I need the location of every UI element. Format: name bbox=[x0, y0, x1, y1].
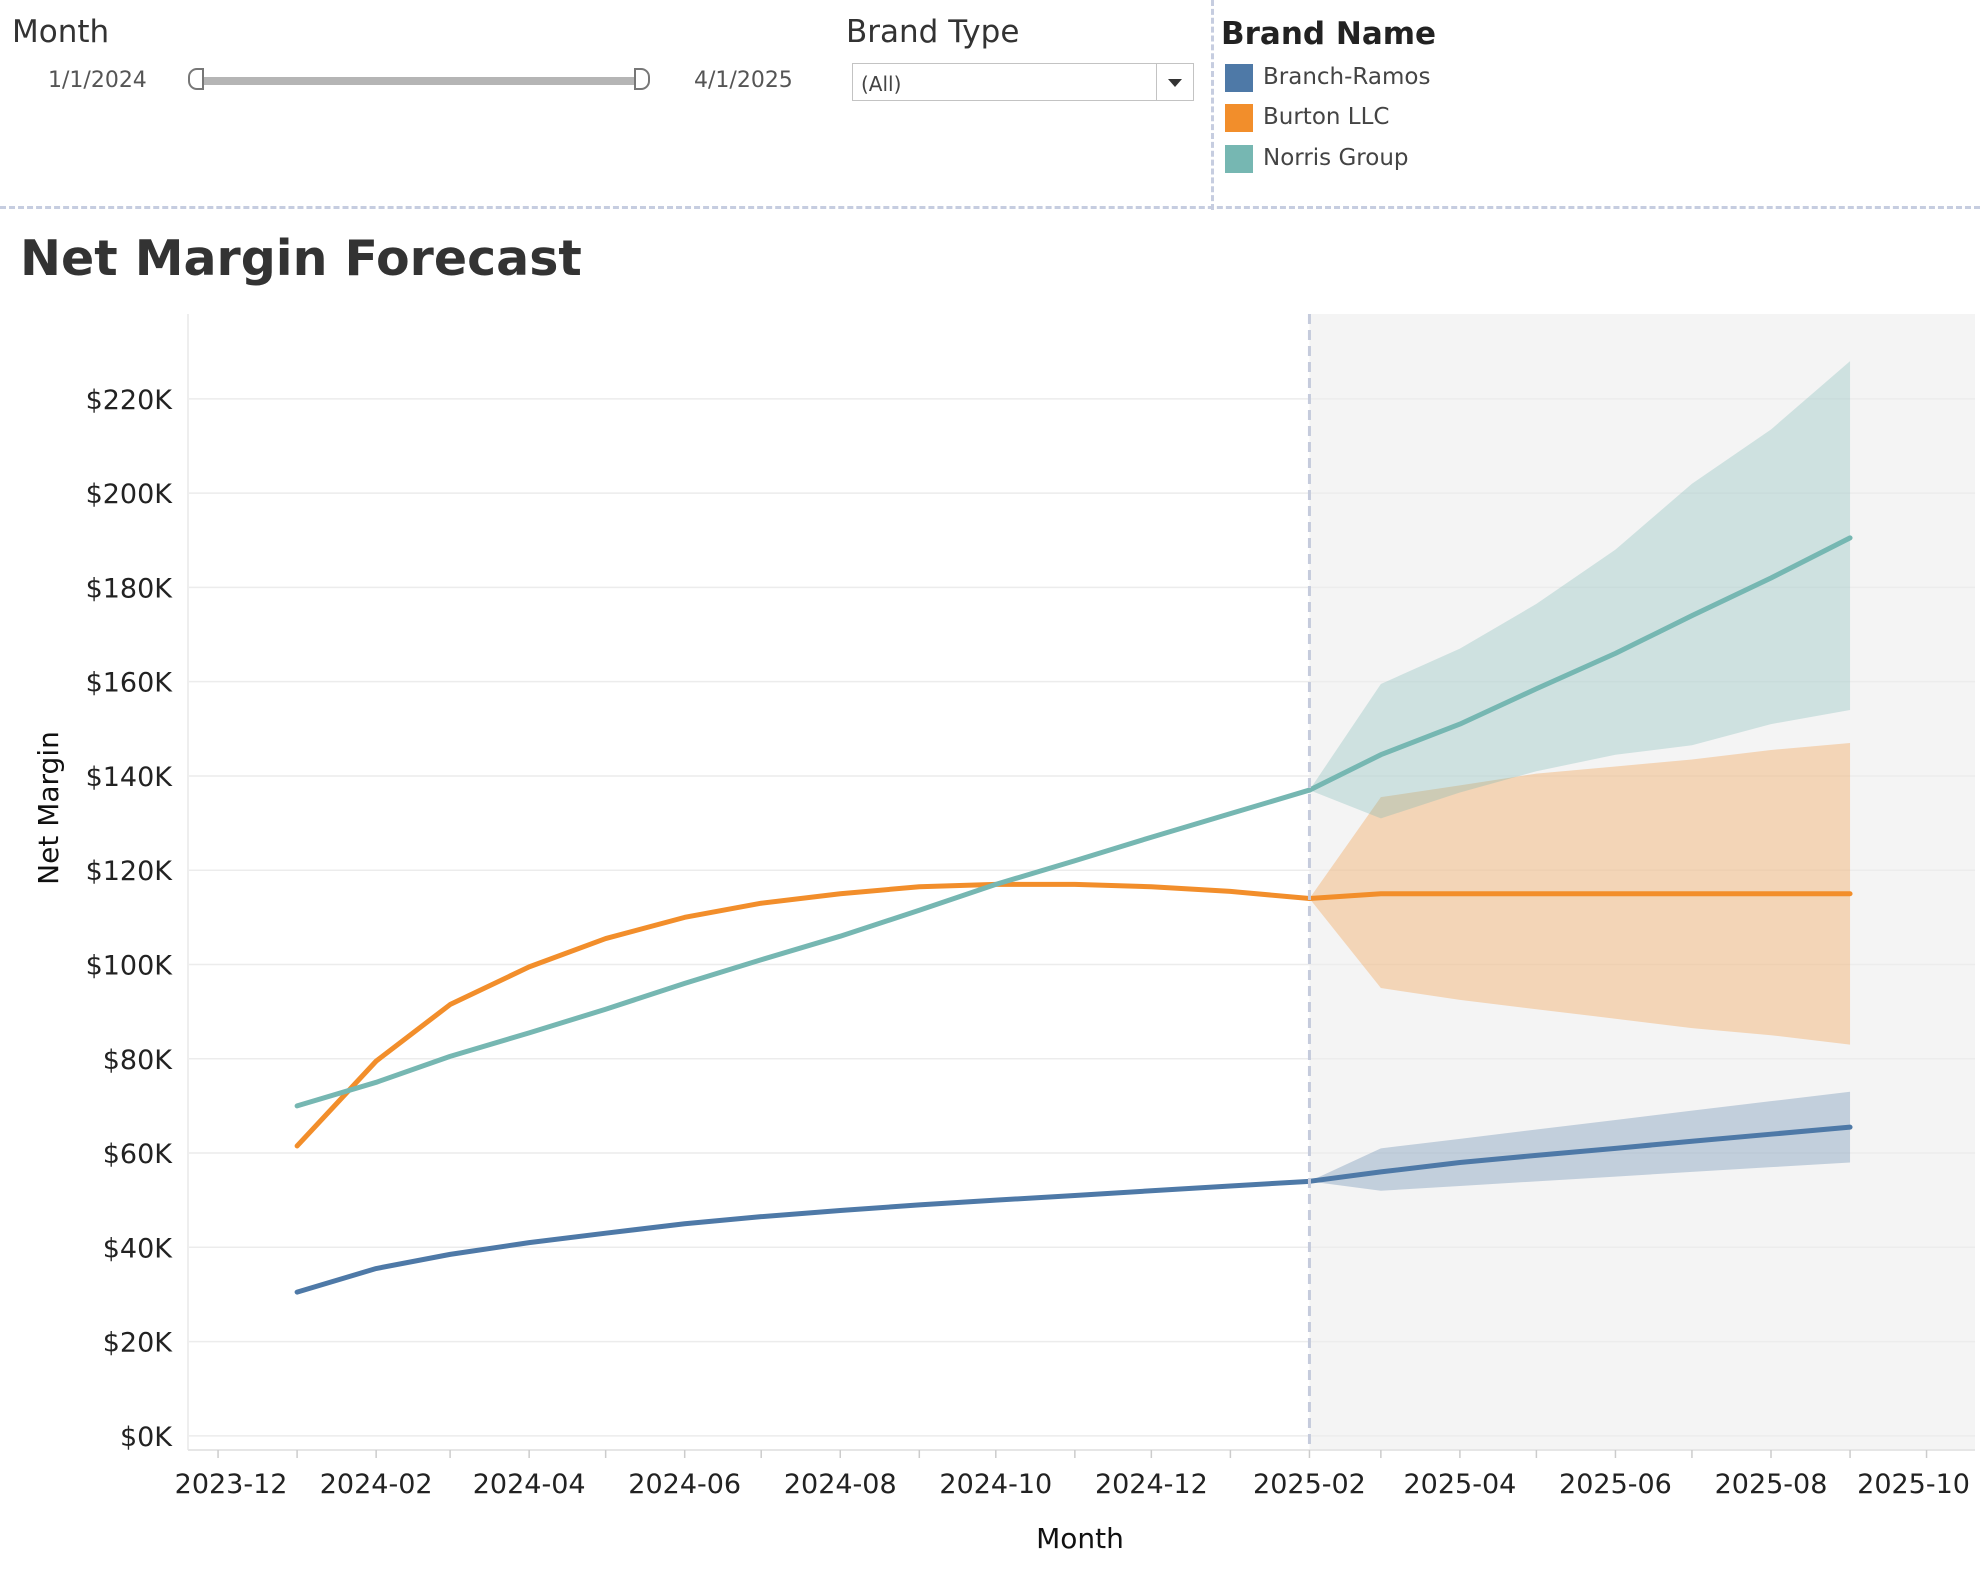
series-line-burton-llc bbox=[294, 881, 1312, 1149]
x-tick-label: 2025-04 bbox=[1403, 1469, 1516, 1500]
y-tick-label: $40K bbox=[103, 1233, 174, 1264]
net-margin-forecast-chart: $0K $20K $40K $60K $80K $100K $120K $140K $160K $… bbox=[32, 314, 1975, 1555]
x-tick-label: 2024-10 bbox=[939, 1469, 1052, 1500]
y-tick-label: $180K bbox=[86, 573, 174, 604]
month-slider-end-handle[interactable] bbox=[634, 68, 650, 90]
month-filter-title: Month bbox=[12, 14, 110, 50]
x-tick-label: 2024-04 bbox=[473, 1469, 586, 1500]
x-tick-label: 2025-06 bbox=[1559, 1469, 1672, 1500]
y-tick-label: $140K bbox=[86, 762, 174, 793]
y-tick-label: $220K bbox=[86, 385, 174, 416]
y-tick-label: $80K bbox=[103, 1045, 174, 1076]
month-range-slider-track[interactable] bbox=[200, 77, 642, 85]
y-tick-label: $100K bbox=[86, 950, 174, 981]
x-tick-label: 2025-08 bbox=[1715, 1469, 1828, 1500]
legend-label: Burton LLC bbox=[1263, 104, 1390, 130]
month-end-label: 4/1/2025 bbox=[694, 68, 793, 93]
y-tick-label: $120K bbox=[86, 856, 174, 887]
brand-type-dropdown[interactable]: (All) bbox=[852, 63, 1194, 101]
legend-swatch bbox=[1225, 104, 1253, 132]
x-tick-label: 2023-12 bbox=[175, 1469, 288, 1500]
panel-divider-horizontal bbox=[0, 206, 1980, 209]
legend-swatch bbox=[1225, 145, 1253, 173]
y-tick-label: $0K bbox=[120, 1422, 173, 1453]
y-axis-title: Net Margin bbox=[32, 731, 65, 885]
forecast-band-norris-group bbox=[1309, 361, 1851, 819]
chart-title: Net Margin Forecast bbox=[20, 230, 582, 287]
x-tick-label: 2024-02 bbox=[320, 1469, 433, 1500]
panel-divider-vertical bbox=[1211, 0, 1214, 210]
y-tick-label: $200K bbox=[86, 479, 174, 510]
x-tick-label: 2025-10 bbox=[1857, 1469, 1970, 1500]
brand-type-filter-title: Brand Type bbox=[846, 14, 1020, 50]
legend-title: Brand Name bbox=[1221, 16, 1437, 52]
legend-label: Norris Group bbox=[1263, 145, 1409, 171]
brand-type-selected-value: (All) bbox=[861, 72, 902, 96]
chevron-down-icon[interactable] bbox=[1156, 64, 1193, 100]
forecast-line-burton-llc bbox=[1306, 891, 1853, 901]
legend-label: Branch-Ramos bbox=[1263, 64, 1431, 90]
y-tick-label: $20K bbox=[103, 1328, 174, 1359]
forecast-region-background bbox=[1309, 314, 1975, 1450]
month-slider-start-handle[interactable] bbox=[188, 68, 204, 90]
forecast-line-branch-ramos bbox=[1306, 1124, 1853, 1184]
forecast-line-norris-group bbox=[1306, 535, 1853, 793]
x-tick-label: 2024-06 bbox=[628, 1469, 741, 1500]
y-tick-label: $60K bbox=[103, 1139, 174, 1170]
series-line-norris-group bbox=[294, 787, 1312, 1109]
x-tick-label: 2024-08 bbox=[784, 1469, 897, 1500]
x-axis-title: Month bbox=[1036, 1522, 1124, 1555]
x-tick-label: 2024-12 bbox=[1095, 1469, 1208, 1500]
legend-swatch bbox=[1225, 64, 1253, 92]
y-tick-label: $160K bbox=[86, 668, 174, 699]
x-tick-label: 2025-02 bbox=[1253, 1469, 1366, 1500]
month-start-label: 1/1/2024 bbox=[48, 68, 147, 93]
series-line-branch-ramos bbox=[294, 1178, 1312, 1295]
